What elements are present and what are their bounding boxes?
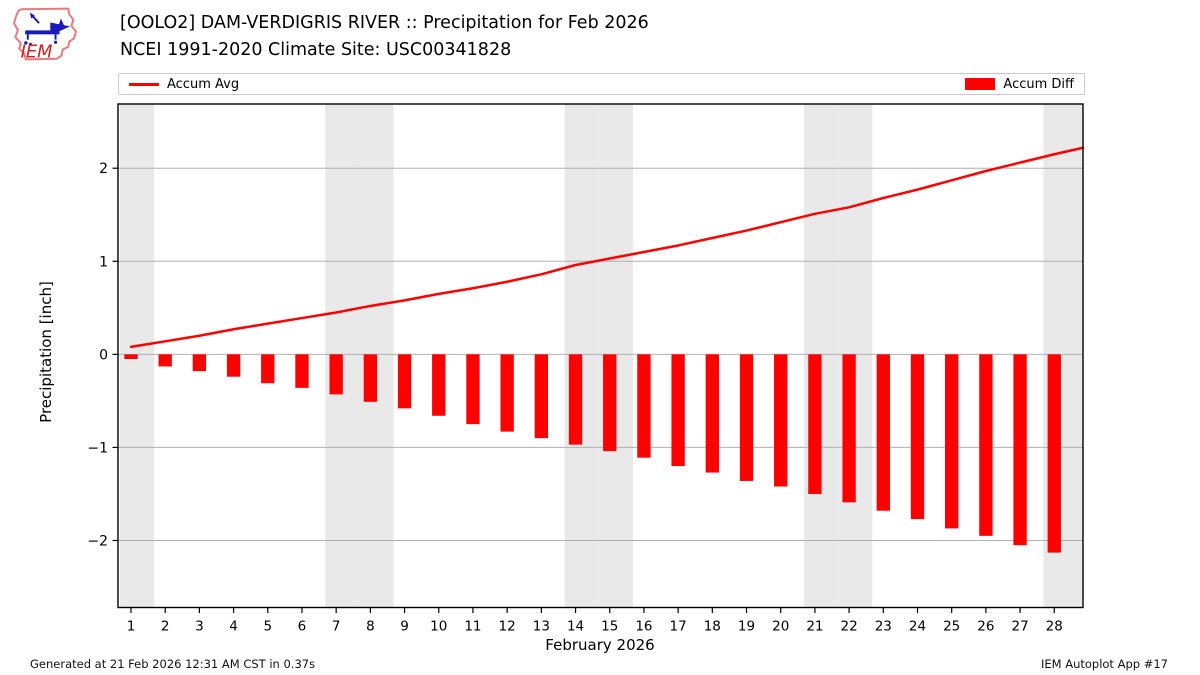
accum-diff-bar	[842, 354, 856, 503]
accum-diff-bar	[124, 354, 138, 360]
title-block: [OOLO2] DAM-VERDIGRIS RIVER :: Precipita…	[120, 10, 649, 64]
x-tick-label: 9	[400, 619, 409, 635]
x-tick-label: 24	[909, 619, 926, 635]
accum-diff-bar	[671, 354, 685, 467]
accum-diff-bar	[158, 354, 172, 367]
x-tick-label: 4	[229, 619, 238, 635]
accum-avg-line	[129, 146, 1085, 349]
accum-diff-bar	[261, 354, 275, 384]
accum-diff-bar	[808, 354, 822, 494]
logo-iem-text: IEM	[21, 41, 53, 62]
iem-logo: IEM	[12, 7, 78, 62]
x-tick-label: 23	[875, 619, 892, 635]
x-tick-label: 27	[1011, 619, 1028, 635]
accum-diff-bar	[1047, 354, 1061, 553]
x-tick-label: 13	[533, 619, 550, 635]
accum-diff-bar	[979, 354, 993, 536]
x-tick-label: 8	[366, 619, 375, 635]
x-tick-label: 15	[601, 619, 618, 635]
accum-diff-bar	[705, 354, 719, 473]
accum-diff-bar	[637, 354, 651, 458]
x-axis-title: February 2026	[545, 636, 655, 654]
y-tick-label: 0	[99, 347, 108, 363]
x-tick-label: 10	[430, 619, 447, 635]
x-tick-label: 3	[195, 619, 204, 635]
accum-diff-bar	[1013, 354, 1027, 546]
accum-diff-bar	[739, 354, 754, 481]
chart-subtitle: NCEI 1991-2020 Climate Site: USC00341828	[120, 40, 512, 60]
accum-diff-bar	[876, 354, 890, 511]
accum-diff-bar	[397, 354, 412, 409]
x-tick-label: 2	[161, 619, 170, 635]
y-tick-label: 2	[99, 161, 108, 177]
accum-diff-bar	[534, 354, 549, 439]
legend: Accum Avg Accum Diff	[118, 73, 1085, 95]
y-tick-label: −1	[87, 440, 108, 456]
accum-diff-bar	[945, 354, 959, 529]
accum-diff-bar	[295, 354, 309, 388]
x-tick-label: 20	[772, 619, 789, 635]
x-tick-label: 6	[298, 619, 307, 635]
accum-avg-line-swatch	[129, 82, 159, 86]
accum-diff-bar	[774, 354, 788, 487]
x-tick-label: 12	[499, 619, 516, 635]
accum-avg-label: Accum Avg	[167, 76, 240, 92]
accum-diff-bar	[363, 354, 378, 402]
x-tick-label: 1	[127, 619, 136, 635]
x-tick-label: 25	[943, 619, 960, 635]
plot-frame	[117, 103, 1084, 609]
footer-app-text: IEM Autoplot App #17	[1040, 657, 1168, 671]
legend-item-accum-avg: Accum Avg	[129, 77, 239, 92]
x-tick-label: 14	[567, 619, 584, 635]
footer-generated-text: Generated at 21 Feb 2026 12:31 AM CST in…	[30, 657, 316, 671]
x-tick-label: 19	[738, 619, 755, 635]
x-tick-label: 21	[806, 619, 823, 635]
accum-diff-bar-swatch	[965, 78, 996, 90]
accum-diff-bar	[432, 354, 446, 416]
accum-diff-bar	[910, 354, 925, 520]
x-tick-label: 5	[263, 619, 272, 635]
x-tick-label: 7	[332, 619, 341, 635]
x-tick-label: 26	[977, 619, 994, 635]
x-tick-label: 17	[670, 619, 687, 635]
accum-diff-label: Accum Diff	[1003, 76, 1074, 92]
x-tick-label: 18	[704, 619, 721, 635]
x-tick-label: 28	[1046, 619, 1063, 635]
accum-diff-bar	[329, 354, 343, 395]
x-tick-label: 16	[635, 619, 652, 635]
accum-diff-bar	[466, 354, 480, 425]
x-tick-label: 11	[464, 619, 481, 635]
legend-item-accum-diff: Accum Diff	[965, 77, 1074, 92]
y-tick-label: −2	[87, 533, 108, 549]
accum-diff-bar	[500, 354, 514, 432]
accum-diff-bar	[603, 354, 617, 452]
weather-vane-icon	[24, 12, 71, 46]
accum-diff-bar	[226, 354, 241, 377]
accum-diff-bar	[568, 354, 583, 445]
chart-title: [OOLO2] DAM-VERDIGRIS RIVER :: Precipita…	[120, 13, 649, 33]
accum-diff-bar	[192, 354, 207, 372]
y-tick-label: 1	[99, 254, 108, 270]
x-tick-label: 22	[841, 619, 858, 635]
